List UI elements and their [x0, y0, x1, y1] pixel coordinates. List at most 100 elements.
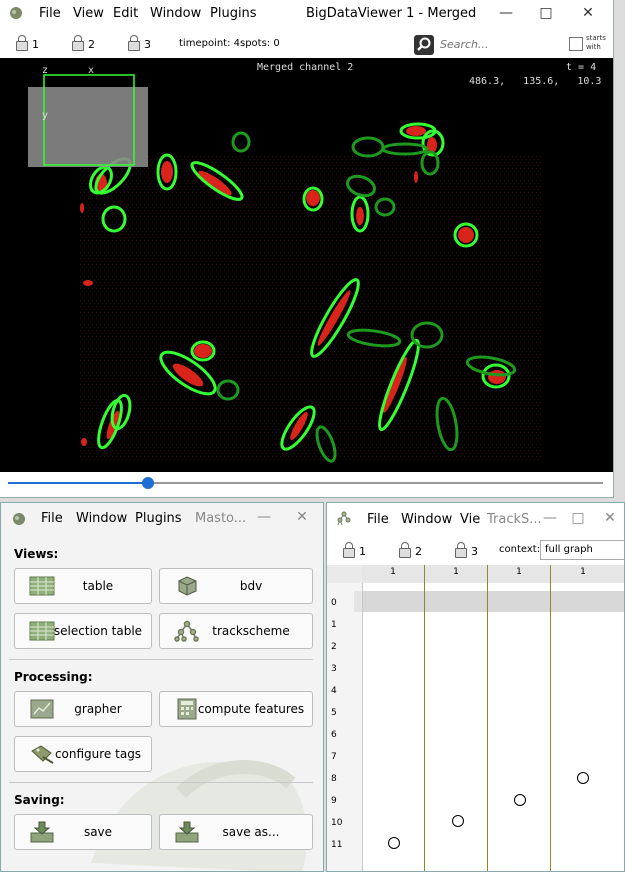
- bdv-menu-plugins[interactable]: Plugins: [210, 6, 257, 21]
- close-icon[interactable]: ✕: [604, 510, 616, 526]
- configure-tags-button[interactable]: configure tags: [14, 736, 152, 772]
- ts-menu-file[interactable]: File: [367, 512, 389, 527]
- ts-lock-1-button[interactable]: 1: [343, 542, 366, 559]
- grapher-icon: [30, 699, 54, 719]
- ts-spot-node[interactable]: [388, 837, 400, 849]
- mastodon-menu-plugins[interactable]: Plugins: [135, 511, 182, 526]
- context-select[interactable]: full graph: [540, 540, 624, 560]
- ts-row-header: 9: [331, 796, 337, 806]
- lock-icon: [399, 542, 411, 558]
- ts-spot-node[interactable]: [514, 794, 526, 806]
- ts-lock-3-button[interactable]: 3: [455, 542, 478, 559]
- timepoint-slider-knob[interactable]: [142, 477, 154, 489]
- close-icon[interactable]: ✕: [296, 509, 308, 525]
- ts-row-header: 10: [331, 818, 343, 828]
- ts-row-header: 7: [331, 752, 337, 762]
- ts-column-divider: [550, 565, 551, 871]
- bdv-window-title: BigDataViewer 1 - Merged: [306, 6, 477, 21]
- divider: [9, 659, 313, 660]
- lock-2-label: 2: [88, 37, 95, 51]
- axis-z-label: z: [42, 65, 49, 76]
- ts-column-divider: [424, 565, 425, 871]
- maximize-icon[interactable]: □: [571, 510, 585, 526]
- lock-icon: [343, 542, 355, 558]
- save-as-icon: [175, 821, 199, 843]
- mastodon-menu-file[interactable]: File: [41, 511, 63, 526]
- bdv-menu-window[interactable]: Window: [150, 6, 202, 21]
- lock-1-button[interactable]: 1: [16, 35, 39, 52]
- compute-features-button-label: compute features: [197, 702, 305, 716]
- ts-menu-window[interactable]: Window: [401, 512, 453, 527]
- lock-3-button[interactable]: 3: [128, 35, 151, 52]
- ts-row-header: 0: [331, 598, 337, 608]
- ts-window-title: TrackS...: [487, 512, 542, 527]
- selection-table-button[interactable]: selection table: [14, 613, 152, 649]
- starts-with-checkbox[interactable]: [569, 37, 583, 51]
- save-button-label: save: [83, 825, 113, 839]
- bdv-menu-file[interactable]: File: [39, 6, 61, 21]
- ts-row-header: 1: [331, 620, 337, 630]
- processing-heading: Processing:: [14, 670, 93, 684]
- spot-ellipses-current[interactable]: [86, 122, 511, 454]
- trackscheme-button[interactable]: trackscheme: [159, 613, 313, 649]
- search-icon: [417, 37, 431, 51]
- view-frame: [43, 74, 135, 166]
- ts-row-header: 5: [331, 708, 337, 718]
- minimize-icon[interactable]: —: [257, 509, 271, 525]
- saving-heading: Saving:: [14, 793, 65, 807]
- grapher-button-label: grapher: [74, 702, 122, 716]
- search-button[interactable]: [414, 35, 434, 55]
- ts-row-header: 2: [331, 642, 337, 652]
- table-button-label: table: [82, 579, 114, 593]
- save-icon: [30, 821, 54, 843]
- bdv-button[interactable]: bdv: [159, 568, 313, 604]
- ts-column-header: 1: [425, 565, 487, 583]
- compute-features-button[interactable]: compute features: [159, 691, 313, 727]
- save-as-button[interactable]: save as...: [159, 814, 313, 850]
- bdv-viewer-canvas[interactable]: z x y Merged channel 2 t = 4 486.3, 135.…: [0, 58, 613, 472]
- lock-1-label: 1: [32, 37, 39, 51]
- bdv-titlebar: File View Edit Window Plugins BigDataVie…: [0, 0, 613, 28]
- bdv-button-label: bdv: [239, 579, 263, 593]
- bdv-menu-edit[interactable]: Edit: [113, 6, 139, 21]
- timepoint-slider[interactable]: [8, 477, 603, 489]
- close-icon[interactable]: ✕: [582, 5, 594, 21]
- table-button[interactable]: table: [14, 568, 152, 604]
- mastodon-window-title: Masto...: [195, 511, 247, 526]
- bdv-menu-view[interactable]: View: [73, 6, 104, 21]
- lock-icon: [72, 35, 84, 51]
- search-input[interactable]: [438, 36, 564, 52]
- tag-icon: [31, 745, 54, 764]
- minimize-icon[interactable]: —: [499, 5, 513, 21]
- trackscheme-app-icon: [337, 511, 351, 526]
- ts-spot-node[interactable]: [452, 815, 464, 827]
- timepoint-label: timepoint: 4: [179, 38, 241, 49]
- spot-ellipses-neighbours[interactable]: [216, 131, 517, 463]
- ts-spot-node[interactable]: [577, 772, 589, 784]
- ts-column-header: 1: [362, 565, 424, 583]
- ts-row-0-band: [327, 591, 624, 612]
- source-name-overlay: Merged channel 2: [257, 62, 354, 73]
- calculator-icon: [177, 698, 197, 720]
- lock-2-button[interactable]: 2: [72, 35, 95, 52]
- ts-row-header: 4: [331, 686, 337, 696]
- mastodon-menu-window[interactable]: Window: [76, 511, 128, 526]
- axis-x-label: x: [88, 65, 95, 76]
- volume-rendering: [28, 74, 542, 463]
- maximize-icon[interactable]: □: [539, 5, 553, 21]
- bdv-app-icon: [10, 7, 22, 19]
- ts-row-header: 8: [331, 774, 337, 784]
- minimize-icon[interactable]: —: [543, 510, 557, 526]
- spots-count: spots: 0: [240, 38, 280, 49]
- lock-3-label: 3: [144, 37, 151, 51]
- divider: [9, 782, 313, 783]
- save-button[interactable]: save: [14, 814, 152, 850]
- selection-table-icon: [29, 621, 55, 641]
- context-label: context:: [499, 544, 541, 555]
- ts-lock-2-button[interactable]: 2: [399, 542, 422, 559]
- ts-column-header: 1: [551, 565, 615, 583]
- grapher-button[interactable]: grapher: [14, 691, 152, 727]
- ts-menu-view[interactable]: Vie: [460, 512, 481, 527]
- table-icon: [29, 576, 55, 596]
- axis-y-label: y: [42, 110, 49, 121]
